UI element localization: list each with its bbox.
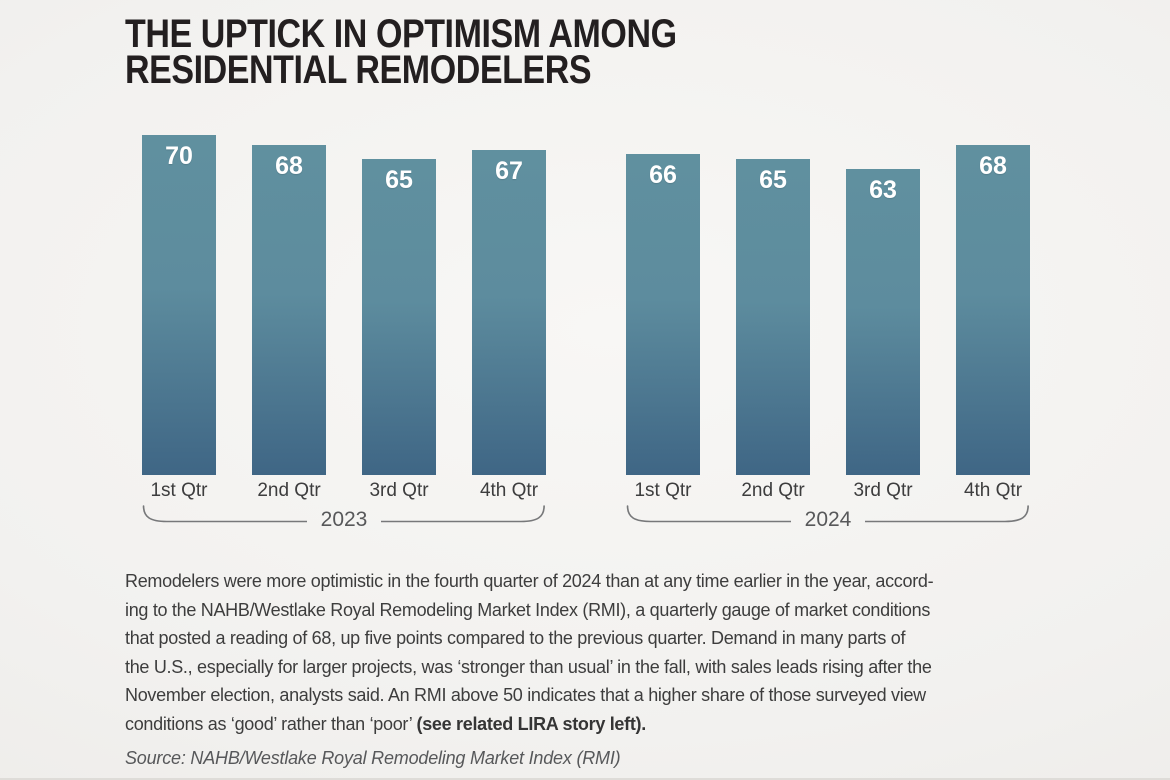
bracket-right-hook-2024 bbox=[865, 505, 1030, 523]
year-label-2024: 2024 bbox=[804, 508, 852, 531]
source-credit: Source: NAHB/Westlake Royal Remodeling M… bbox=[125, 748, 621, 768]
body-paragraph-last-line: conditions as ‘good’ rather than ‘poor’ … bbox=[125, 710, 1060, 739]
bar-2024-q3: 63 bbox=[846, 169, 920, 475]
bottom-edge-divider bbox=[0, 778, 1170, 780]
bar-value-label: 68 bbox=[979, 152, 1007, 180]
bar-2024-q1: 66 bbox=[626, 154, 700, 475]
bar-group-2023: 70 68 65 67 1st Qtr 2nd Qtr 3rd Qtr 4th Qtr 2023 bbox=[142, 135, 546, 535]
bar-value-label: 65 bbox=[759, 166, 787, 194]
bar-value-label: 66 bbox=[649, 161, 677, 189]
year-bracket-2023: 2023 bbox=[142, 505, 546, 535]
body-paragraph: Remodelers were more optimistic in the f… bbox=[125, 571, 934, 705]
bar-2023-q1: 70 bbox=[142, 135, 216, 475]
bar-value-label: 65 bbox=[385, 166, 413, 194]
bar-value-label: 63 bbox=[869, 176, 897, 204]
bracket-left-hook-2024 bbox=[626, 505, 791, 523]
axis-label-2023-q1: 1st Qtr bbox=[150, 480, 208, 501]
chart: 70 68 65 67 1st Qtr 2nd Qtr 3rd Qtr 4th Qtr 2023… bbox=[142, 135, 1170, 535]
axis-labels-2023: 1st Qtr 2nd Qtr 3rd Qtr 4th Qtr bbox=[142, 480, 546, 502]
axis-label-2024-q1: 1st Qtr bbox=[634, 480, 692, 501]
bar-2024-q4: 68 bbox=[956, 145, 1030, 475]
axis-label-2023-q3: 3rd Qtr bbox=[369, 480, 429, 501]
bar-2024-q2: 65 bbox=[736, 159, 810, 475]
axis-label-2024-q4: 4th Qtr bbox=[963, 480, 1023, 501]
page-title: THE UPTICK IN OPTIMISM AMONG RESIDENTIAL… bbox=[125, 12, 677, 92]
bracket-left-hook-2023 bbox=[142, 505, 307, 523]
axis-label-2023-q4: 4th Qtr bbox=[479, 480, 539, 501]
axis-label-2023-q2: 2nd Qtr bbox=[257, 480, 321, 501]
body-text-regular: conditions as ‘good’ rather than ‘poor’ bbox=[125, 713, 417, 734]
bracket-right-hook-2023 bbox=[381, 505, 546, 523]
bar-2023-q3: 65 bbox=[362, 159, 436, 475]
bar-2023-q2: 68 bbox=[252, 145, 326, 475]
bar-group-2024: 66 65 63 68 1st Qtr 2nd Qtr 3rd Qtr 4th Qtr 2024 bbox=[626, 135, 1030, 535]
bar-value-label: 68 bbox=[275, 152, 303, 180]
bars-row-2023: 70 68 65 67 bbox=[142, 135, 546, 475]
bar-2023-q4: 67 bbox=[472, 150, 546, 475]
bar-value-label: 70 bbox=[165, 142, 193, 170]
bars-row-2024: 66 65 63 68 bbox=[626, 135, 1030, 475]
axis-label-2024-q3: 3rd Qtr bbox=[853, 480, 913, 501]
axis-labels-2024: 1st Qtr 2nd Qtr 3rd Qtr 4th Qtr bbox=[626, 480, 1030, 502]
year-label-2023: 2023 bbox=[320, 508, 368, 531]
axis-label-2024-q2: 2nd Qtr bbox=[741, 480, 805, 501]
body-text-bold: (see related LIRA story left). bbox=[416, 713, 647, 734]
year-bracket-2024: 2024 bbox=[626, 505, 1030, 535]
bar-value-label: 67 bbox=[495, 157, 523, 185]
